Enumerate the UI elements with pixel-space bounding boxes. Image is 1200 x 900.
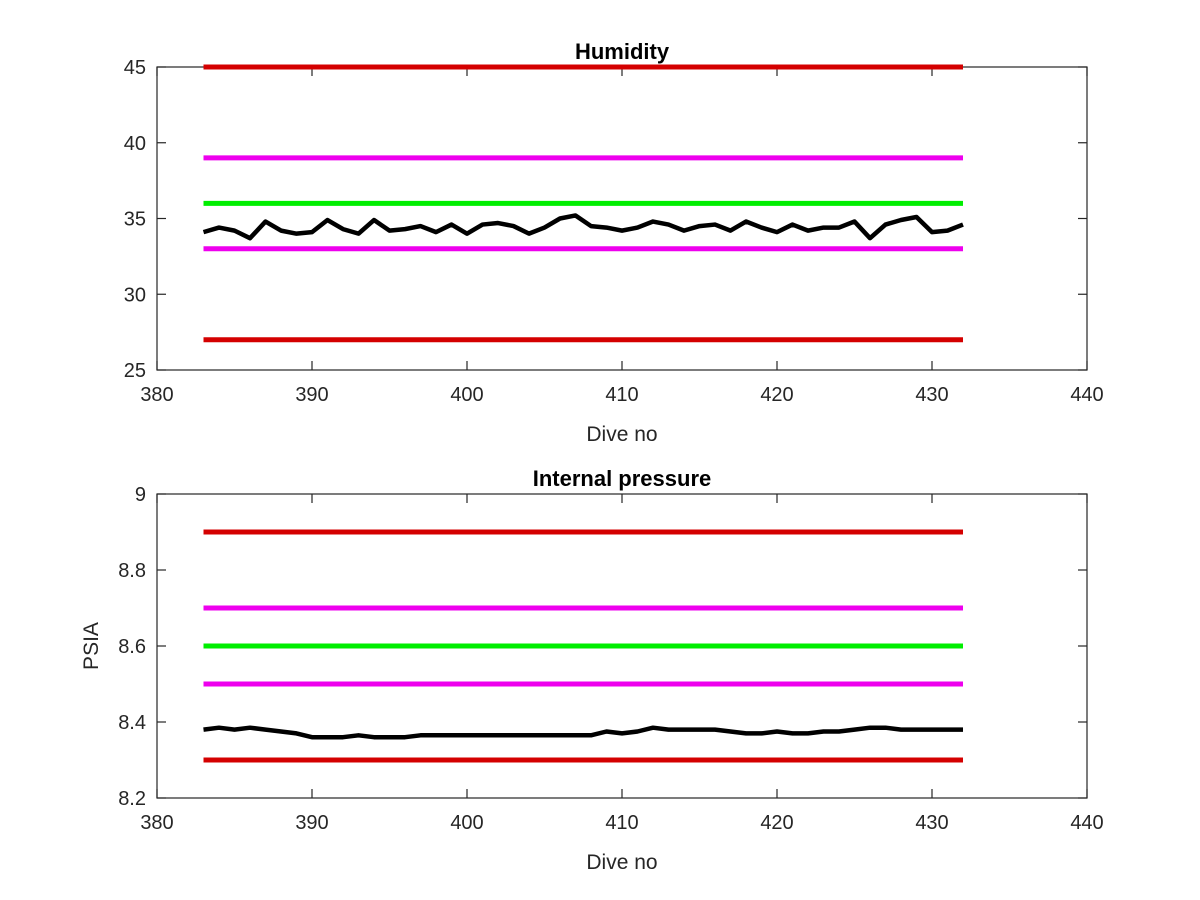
humidity-x-tick-label: 400 [450,384,483,406]
internal-pressure-data-series-line [203,725,963,740]
humidity-x-tick-label: 420 [760,384,793,406]
humidity-x-tick-label: 440 [1070,384,1103,406]
humidity-title: Humidity [575,39,670,64]
internal-pressure-y-tick-label: 8.6 [118,636,146,658]
humidity-y-tick-label: 35 [124,209,146,231]
internal-pressure-x-tick-label: 430 [915,812,948,834]
humidity-y-tick-label: 45 [124,57,146,79]
humidity-subplot: 380 390 400 410 420 430 440 25 30 35 40 45 Humidity D… [124,39,1104,446]
humidity-data-series-line [202,213,964,241]
humidity-x-tick-label: 380 [140,384,173,406]
internal-pressure-y-tick-label: 9 [135,484,146,506]
internal-pressure-y-axis-label: PSIA [80,622,103,670]
internal-pressure-x-tick-label: 380 [140,812,173,834]
humidity-x-tick-label: 410 [605,384,638,406]
humidity-axes-frame [156,66,1088,371]
humidity-x-tick-label: 430 [915,384,948,406]
humidity-y-tick-label: 30 [124,284,146,306]
internal-pressure-y-tick-label: 8.2 [118,788,146,810]
internal-pressure-x-axis-label: Dive no [586,851,657,874]
internal-pressure-title: Internal pressure [533,466,712,491]
humidity-y-tick-label: 40 [124,133,146,155]
internal-pressure-x-tick-label: 410 [605,812,638,834]
internal-pressure-x-tick-label: 400 [450,812,483,834]
humidity-x-tick-label: 390 [295,384,328,406]
internal-pressure-y-tick-label: 8.8 [118,560,146,582]
internal-pressure-x-tick-label: 390 [295,812,328,834]
internal-pressure-y-tick-label: 8.4 [118,712,146,734]
humidity-x-axis-label: Dive no [586,423,657,446]
humidity-y-tick-label: 25 [124,360,146,382]
internal-pressure-subplot: 380 390 400 410 420 430 440 8.2 8.4 8.6 8.8 9 Intern… [80,466,1104,874]
internal-pressure-x-tick-label: 420 [760,812,793,834]
internal-pressure-x-tick-label: 440 [1070,812,1103,834]
